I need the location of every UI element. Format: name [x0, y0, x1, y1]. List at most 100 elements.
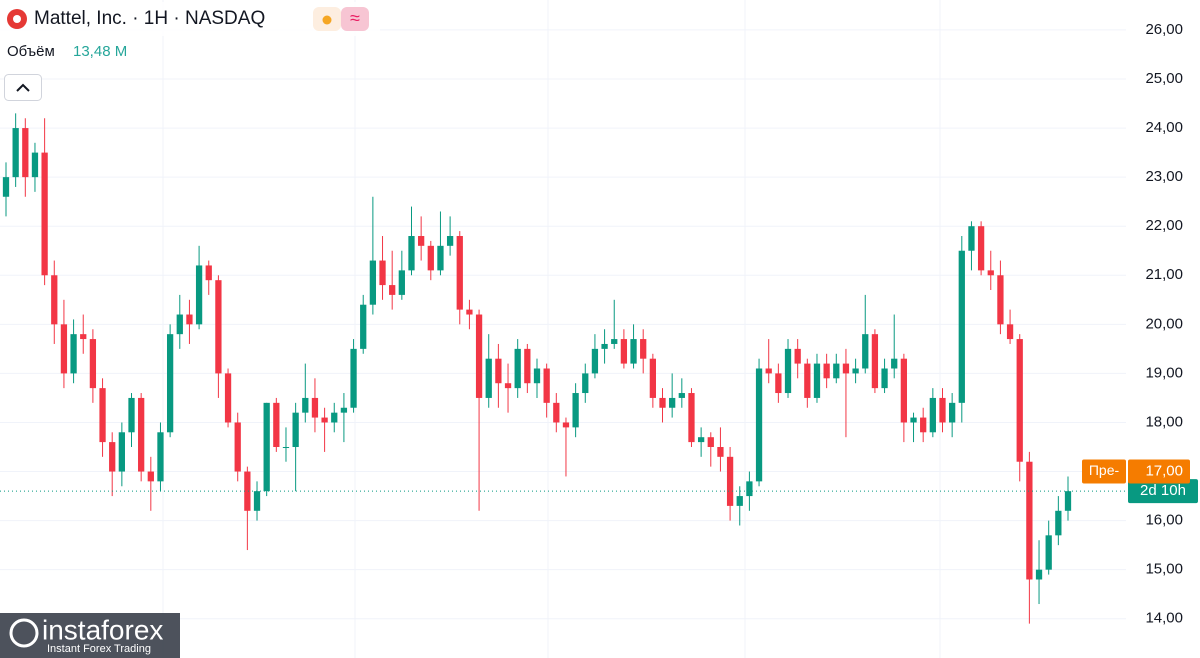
- candle-body: [350, 348, 357, 408]
- y-tick-label: 23,00: [1145, 168, 1183, 185]
- candle-body: [775, 373, 782, 394]
- candle-body: [746, 481, 753, 497]
- candle-body: [70, 334, 77, 374]
- candle-body: [582, 373, 589, 394]
- watermark: instaforex Instant Forex Trading: [0, 613, 180, 658]
- candle-body: [514, 348, 521, 389]
- candle-body: [524, 348, 531, 384]
- candle-body: [1045, 535, 1052, 570]
- candle-body: [939, 397, 946, 423]
- candle-body: [611, 339, 618, 344]
- watermark-brand: instaforex: [42, 614, 163, 645]
- candle-body: [862, 334, 869, 369]
- pre-price: 17,00: [1145, 463, 1183, 480]
- candle-body: [186, 314, 193, 325]
- candle-body: [794, 348, 801, 364]
- candle-body: [784, 348, 792, 394]
- candle-body: [678, 393, 685, 398]
- candle-body: [920, 417, 927, 433]
- candle-body: [949, 402, 956, 423]
- y-tick-label: 15,00: [1145, 561, 1183, 578]
- candle-body: [253, 491, 261, 511]
- countdown: 2d 10h: [1140, 482, 1186, 499]
- candle-body: [418, 236, 425, 246]
- candle-body: [697, 437, 705, 443]
- candle-body: [958, 250, 965, 403]
- candle-body: [128, 397, 135, 433]
- candle-body: [2, 177, 10, 197]
- candle-body: [1064, 491, 1072, 511]
- pre-label: Пре-: [1089, 462, 1120, 478]
- pre-price-box: [1128, 459, 1190, 484]
- y-tick-label: 16,00: [1145, 512, 1183, 529]
- header: Mattel, Inc. · 1H · NASDAQ ≈ Объём 13,48…: [0, 2, 380, 101]
- grid: 14,00 15,00 16,00 17,00 18,00 19,00 20,00 21,00…: [0, 21, 1183, 627]
- candle-body: [89, 339, 97, 389]
- volume-value: 13,48 M: [73, 43, 127, 60]
- watermark-tagline: Instant Forex Trading: [47, 643, 151, 655]
- candle-body: [755, 368, 763, 482]
- candle-body: [804, 363, 811, 398]
- y-tick-label: 22,00: [1145, 217, 1183, 234]
- candle-body: [881, 368, 888, 389]
- candle-body: [823, 363, 830, 379]
- candle-body: [900, 358, 908, 423]
- candle-body: [533, 368, 541, 384]
- candle-body: [41, 152, 48, 276]
- candle-body: [485, 358, 492, 398]
- candle-body: [669, 397, 676, 408]
- candle-body: [109, 442, 116, 472]
- candle-body: [1055, 510, 1062, 536]
- candle-body: [176, 314, 183, 335]
- y-tick-label: 19,00: [1145, 364, 1183, 381]
- y-tick-label: 25,00: [1145, 70, 1183, 87]
- chevron: [16, 83, 30, 92]
- candle-body: [437, 245, 444, 271]
- candle-body: [852, 368, 859, 374]
- candle-body: [51, 275, 58, 325]
- candle-body: [707, 437, 714, 448]
- candle-body: [640, 339, 647, 359]
- candle-body: [31, 152, 39, 178]
- candle-body: [659, 397, 666, 408]
- candle-body: [475, 314, 483, 398]
- title: Mattel, Inc. · 1H · NASDAQ: [34, 8, 265, 29]
- sun: [322, 15, 332, 25]
- candle-body: [717, 447, 724, 457]
- candle-body: [80, 334, 87, 340]
- candle-body: [398, 270, 405, 295]
- candle-body: [1016, 339, 1023, 462]
- y-tick-label: 14,00: [1145, 610, 1183, 627]
- candle-body: [1006, 324, 1014, 340]
- candle-body: [138, 397, 145, 472]
- candle-body: [977, 226, 985, 271]
- candle-body: [968, 226, 975, 251]
- candle-body: [543, 368, 550, 403]
- candle-body: [369, 260, 377, 305]
- vertical-grid: [162, 0, 941, 658]
- candle-body: [842, 363, 850, 374]
- candle-body: [620, 339, 628, 364]
- candle-body: [833, 363, 840, 379]
- candle-body: [99, 388, 106, 443]
- candle-body: [601, 343, 608, 349]
- candle-body: [215, 280, 222, 374]
- candle-body: [389, 285, 396, 295]
- candle-body: [263, 402, 270, 492]
- candle-body: [147, 471, 154, 482]
- status-glyph: ≈: [350, 8, 360, 28]
- candle-body: [408, 236, 415, 271]
- candle-body: [630, 339, 637, 364]
- candle-body: [466, 309, 473, 315]
- candle-body: [765, 368, 772, 374]
- candle-body: [360, 304, 367, 349]
- y-tick-label: 20,00: [1145, 315, 1183, 332]
- collapse-button[interactable]: [4, 74, 42, 101]
- candle-body: [504, 383, 512, 389]
- logo-center: [13, 15, 21, 23]
- candle-body: [910, 417, 917, 423]
- candle-body: [234, 422, 241, 472]
- pre-label-box: [1082, 459, 1126, 484]
- candle-body: [244, 471, 251, 511]
- overlay: 2d 10h Пре- 17,00: [0, 459, 1198, 504]
